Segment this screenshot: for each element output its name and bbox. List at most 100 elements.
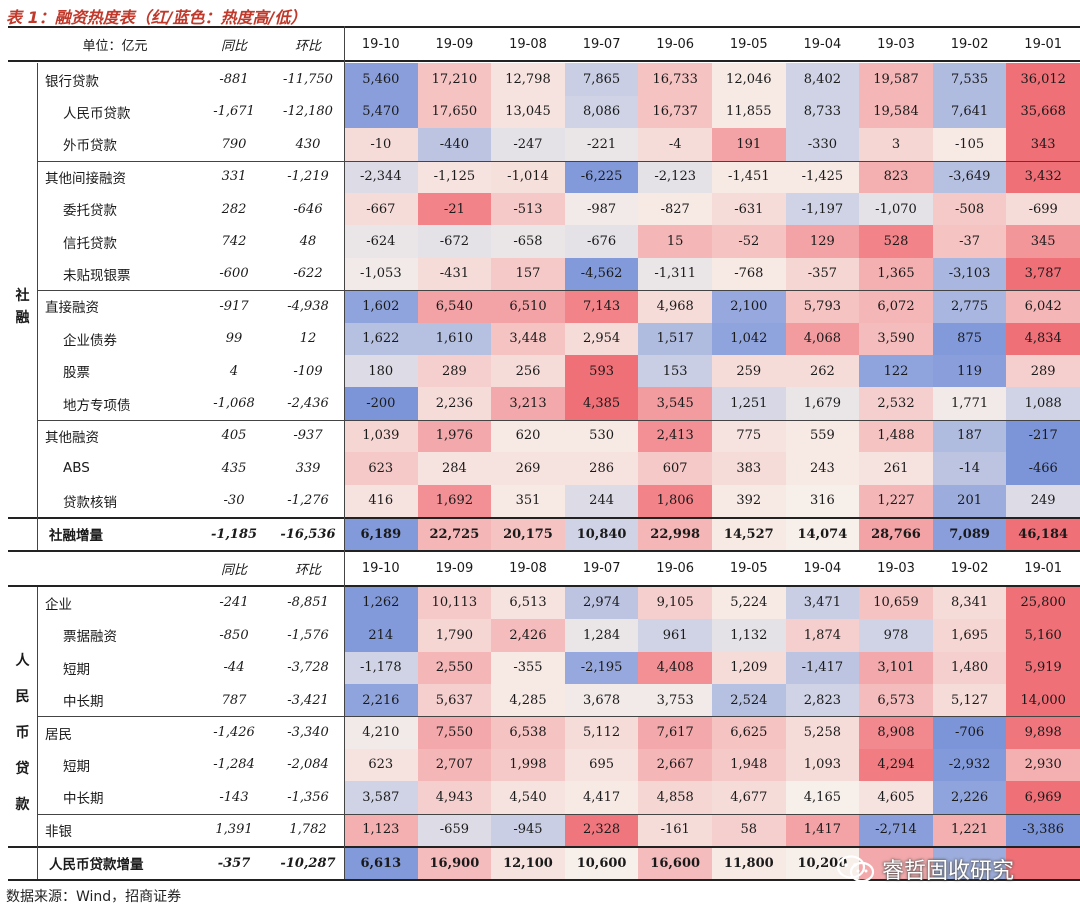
heat-cell: 4,677 bbox=[712, 781, 786, 814]
heat-cell: 12,798 bbox=[491, 63, 565, 96]
side-char: 融 bbox=[15, 309, 30, 326]
heat-cell: 530 bbox=[564, 419, 639, 453]
heat-cell: 5,470 bbox=[344, 95, 418, 129]
heat-cell: -1,178 bbox=[344, 651, 418, 684]
rule-line bbox=[37, 419, 1080, 421]
heat-cell: -699 bbox=[1006, 193, 1080, 226]
heat-cell: -827 bbox=[638, 193, 712, 226]
unit-label: 单位：亿元 bbox=[82, 38, 148, 54]
heat-cell: 7,089 bbox=[932, 518, 1007, 551]
heat-cell: -466 bbox=[1006, 452, 1080, 485]
heat-cell: 16,900 bbox=[417, 847, 492, 880]
heat-cell: 2,236 bbox=[417, 387, 492, 420]
heat-cell: 10,659 bbox=[859, 586, 933, 620]
heat-cell: 5,160 bbox=[1006, 619, 1080, 652]
heat-cell: 14,074 bbox=[785, 518, 860, 551]
rule-line bbox=[8, 584, 1080, 587]
month-header: 19-09 bbox=[435, 36, 474, 52]
heat-cell: 1,976 bbox=[417, 419, 492, 453]
yoy-value: -1,068 bbox=[213, 396, 255, 412]
row-label: 直接融资 bbox=[45, 300, 99, 317]
yoy-value: -241 bbox=[219, 595, 249, 611]
heat-cell: 6,538 bbox=[491, 716, 565, 749]
heat-cell: -1,014 bbox=[491, 160, 565, 193]
yoy-value: -143 bbox=[219, 789, 249, 805]
heat-cell: 593 bbox=[564, 355, 639, 388]
row-label: 其他间接融资 bbox=[45, 170, 126, 187]
heat-cell: 1,602 bbox=[344, 290, 418, 323]
heat-cell: -1,417 bbox=[785, 651, 860, 684]
heat-cell: -4,562 bbox=[564, 257, 639, 291]
heat-cell: 289 bbox=[1006, 355, 1080, 388]
heat-cell: 243 bbox=[785, 452, 860, 485]
heat-cell: -247 bbox=[491, 128, 565, 161]
heat-cell: 2,226 bbox=[932, 781, 1007, 814]
yoy-value: 435 bbox=[221, 460, 247, 476]
heat-cell: 14,000 bbox=[1006, 684, 1080, 717]
table-row: 贷款核销 -30 -1,276 416 1,692 351 244 1,806 392 316 1,… bbox=[0, 484, 1080, 517]
heat-cell: 6,072 bbox=[859, 290, 933, 323]
heat-cell: -221 bbox=[564, 128, 639, 161]
side-char: 贷 bbox=[15, 761, 30, 778]
heat-cell: 9,105 bbox=[638, 586, 712, 620]
heat-cell: 1,039 bbox=[344, 419, 418, 453]
heat-cell: 1,221 bbox=[932, 813, 1007, 846]
yoy-value: 787 bbox=[221, 692, 247, 708]
heat-cell: 3,590 bbox=[859, 322, 933, 355]
rule-line bbox=[37, 160, 1080, 162]
heat-cell: -1,197 bbox=[785, 193, 860, 226]
heat-cell: 4,834 bbox=[1006, 322, 1080, 355]
heat-cell: 16,733 bbox=[638, 63, 712, 96]
table-row: 股票 4 -109 180 289 256 593 153 259 262 122 119 289 bbox=[0, 355, 1080, 388]
heat-cell: -217 bbox=[1006, 419, 1080, 453]
watermark: 睿哲固收研究 bbox=[836, 852, 1074, 886]
row-label: 短期 bbox=[63, 661, 90, 678]
heat-cell: 1,132 bbox=[712, 619, 786, 652]
heat-cell: 1,806 bbox=[638, 484, 712, 517]
heat-cell: 256 bbox=[491, 355, 565, 388]
heat-cell: 1,692 bbox=[417, 484, 492, 517]
heat-cell: -2,195 bbox=[564, 651, 639, 684]
mom-value: -937 bbox=[293, 428, 323, 444]
heat-cell: -2,714 bbox=[859, 813, 933, 846]
total-row: 人民币贷款增量 -357 -10,287 6,613 16,900 12,100 10,60… bbox=[0, 847, 1080, 880]
heat-cell: 10,113 bbox=[417, 586, 492, 620]
yoy-header: 同比 bbox=[220, 563, 247, 579]
row-label: 短期 bbox=[63, 758, 90, 775]
yoy-value: 99 bbox=[225, 331, 243, 347]
mom-value: -1,356 bbox=[287, 789, 329, 805]
heat-cell: 262 bbox=[785, 355, 860, 388]
heat-cell: 4,165 bbox=[785, 781, 860, 814]
heat-cell: 823 bbox=[859, 160, 933, 193]
table-row: 其他间接融资 331 -1,219 -2,344 -1,125 -1,014 -6,225-… bbox=[0, 160, 1080, 193]
mom-value: -12,180 bbox=[283, 104, 333, 120]
heat-cell: 16,737 bbox=[638, 95, 712, 129]
month-header: 19-05 bbox=[729, 36, 768, 52]
heat-cell: 191 bbox=[712, 128, 786, 161]
heat-cell: 4,210 bbox=[344, 716, 418, 749]
heat-cell: -706 bbox=[932, 716, 1007, 749]
table-row: 地方专项债 -1,068 -2,436 -200 2,236 3,213 4,385 3,54… bbox=[0, 387, 1080, 420]
row-label: 银行贷款 bbox=[45, 73, 99, 90]
table-row: 中长期 787 -3,421 2,216 5,637 4,285 3,678 3,753 2,5… bbox=[0, 684, 1080, 717]
heat-cell: 6,042 bbox=[1006, 290, 1080, 323]
heat-cell: 36,012 bbox=[1006, 63, 1080, 96]
heat-cell: -52 bbox=[712, 225, 786, 258]
heat-cell: 6,189 bbox=[344, 518, 418, 551]
heat-cell: 695 bbox=[564, 748, 639, 782]
heat-cell: 25,800 bbox=[1006, 586, 1080, 620]
header-row-tsf: 单位：亿元 同比 环比 19-10 19-09 19-08 19-07 19-06 19-05 1… bbox=[0, 28, 1080, 60]
heat-cell: 875 bbox=[932, 322, 1007, 355]
heat-cell: -1,070 bbox=[859, 193, 933, 226]
heat-cell: 1,679 bbox=[785, 387, 860, 420]
yoy-value: -44 bbox=[223, 660, 245, 676]
heat-cell: 187 bbox=[932, 419, 1007, 453]
total-row: 社融增量 -1,185 -16,536 6,189 22,725 20,175 10,840… bbox=[0, 518, 1080, 551]
heat-cell: -10 bbox=[344, 128, 418, 161]
column-rule bbox=[37, 586, 38, 880]
heat-cell: -624 bbox=[344, 225, 418, 258]
mom-value: -3,728 bbox=[287, 660, 329, 676]
heat-cell: 5,637 bbox=[417, 684, 492, 717]
heat-cell: 7,550 bbox=[417, 716, 492, 749]
heat-cell: 22,725 bbox=[417, 518, 492, 551]
